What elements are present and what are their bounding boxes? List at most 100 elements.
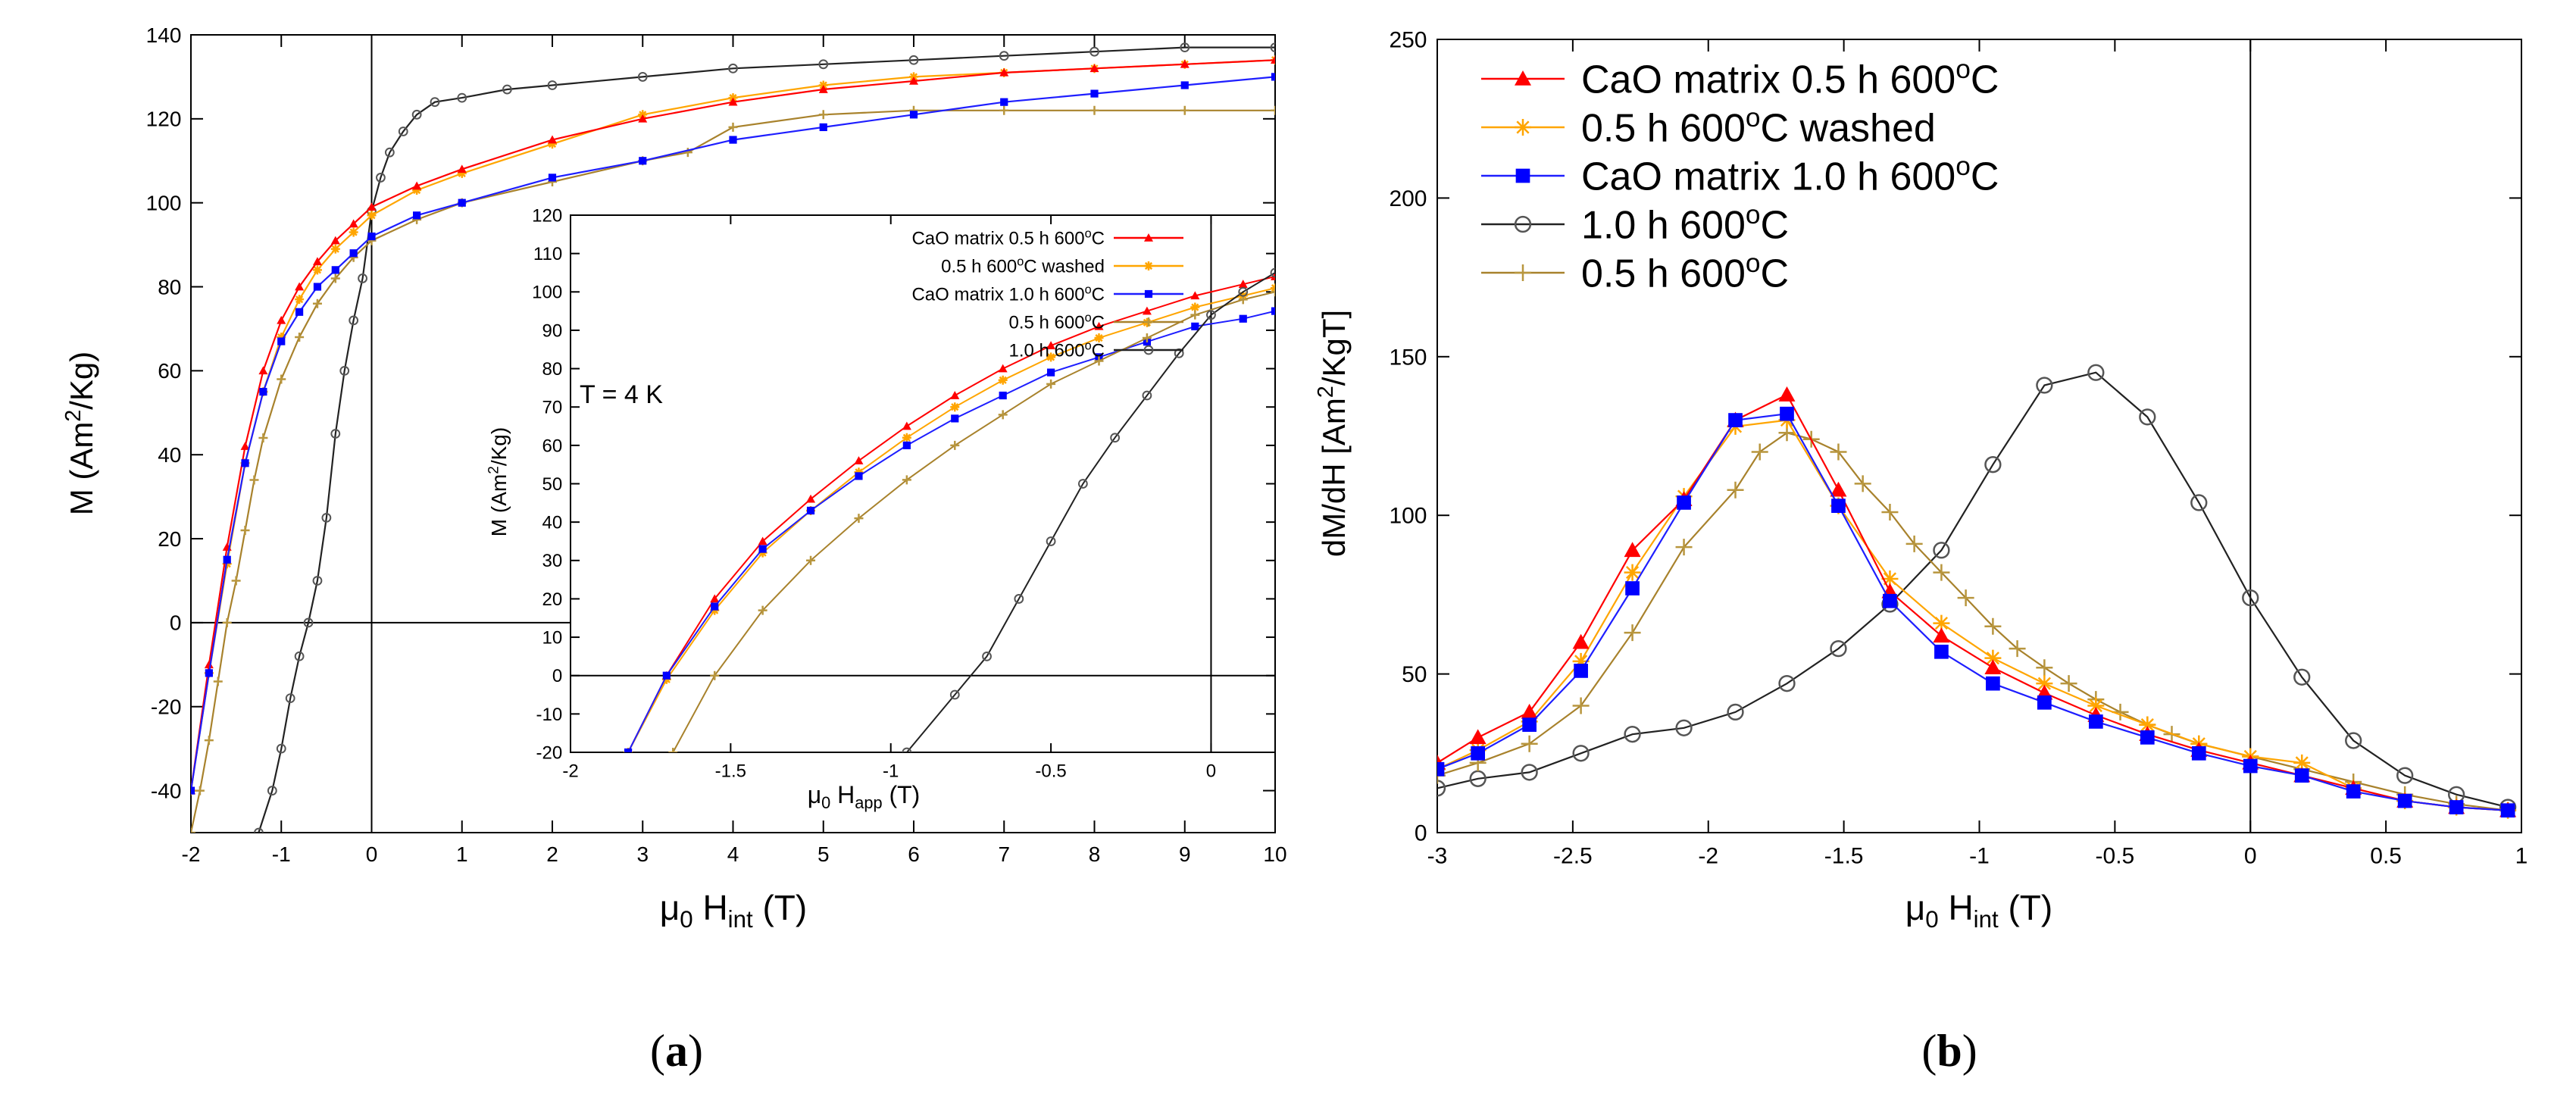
b-y-axis-label: dM/dH [Am2/KgT] xyxy=(1314,310,1352,557)
a-point-plain_05 xyxy=(818,110,828,120)
inset-y-tick-label: -20 xyxy=(536,742,563,763)
a-x-tick-label: 7 xyxy=(998,842,1010,866)
inset-point-cao_05 xyxy=(1238,280,1248,288)
a-point-cao_10 xyxy=(458,198,466,207)
b-series-line-washed_05 xyxy=(1437,419,2509,811)
b-point-cao_10 xyxy=(1625,581,1640,595)
a-point-plain_05 xyxy=(204,736,214,745)
a-point-washed_05 xyxy=(295,295,305,305)
a-point-washed_05 xyxy=(457,168,467,178)
a-series-line-cao_10 xyxy=(191,76,1275,791)
b-point-cao_10 xyxy=(2243,758,2258,774)
b-point-plain_05 xyxy=(1957,589,1974,607)
a-point-plain_10 xyxy=(728,63,738,73)
a-point-plain_10 xyxy=(339,365,350,376)
inset-point-plain_05 xyxy=(854,514,864,524)
b-point-cao_05 xyxy=(1984,659,2002,675)
inset-legend-label-plain_10: 1.0 h 600oC xyxy=(1008,339,1105,361)
a-y-tick-label: -20 xyxy=(151,695,181,719)
a-point-washed_05 xyxy=(349,227,358,237)
a-point-cao_10 xyxy=(367,232,376,241)
b-point-plain_10 xyxy=(1830,639,1847,658)
caption-b: (b) xyxy=(1921,1026,1977,1076)
a-point-plain_05 xyxy=(195,786,205,795)
inset-x-tick-label: -2 xyxy=(562,761,578,781)
a-point-cao_10 xyxy=(1000,98,1008,106)
inset-point-plain_05 xyxy=(1046,379,1056,389)
b-point-plain_05 xyxy=(1751,443,1768,461)
b-point-plain_05 xyxy=(1933,564,1950,581)
a-x-tick-label: 1 xyxy=(456,842,468,866)
a-point-plain_10 xyxy=(1270,42,1275,53)
inset-point-washed_05 xyxy=(1046,352,1056,362)
a-series-line-cao_05 xyxy=(191,59,1275,791)
a-point-cao_10 xyxy=(1090,89,1099,98)
a-y-tick-label: 20 xyxy=(158,527,181,551)
a-y-tick-label: -40 xyxy=(151,779,181,802)
inset-point-cao_10 xyxy=(902,441,911,449)
a-point-washed_05 xyxy=(548,139,557,149)
a-point-plain_05 xyxy=(277,374,286,384)
inset-point-plain_05 xyxy=(902,475,911,485)
b-point-plain_05 xyxy=(1521,735,1538,752)
a-point-plain_10 xyxy=(637,72,648,82)
a-point-cao_05 xyxy=(295,282,305,291)
inset-point-cao_05 xyxy=(1142,306,1152,315)
inset-y-tick-label: 10 xyxy=(542,627,562,648)
a-point-plain_10 xyxy=(1089,46,1099,57)
a-point-washed_05 xyxy=(277,333,286,342)
panel-a-main-chart: -2 -1 0 1 2 3 4 5 6 7 8 9 10-40-20020406080100120140… xyxy=(61,23,1287,933)
b-point-plain_05 xyxy=(2060,675,2077,692)
a-y-tick-label: 100 xyxy=(146,191,182,214)
a-point-cao_05 xyxy=(258,366,268,375)
b-point-washed_05 xyxy=(2087,697,2105,714)
inset-point-cao_10 xyxy=(758,545,767,553)
b-point-washed_05 xyxy=(1624,564,1641,581)
b-point-plain_10 xyxy=(1624,726,1641,743)
b-point-cao_10 xyxy=(1574,664,1588,678)
inset-y-tick-label: 100 xyxy=(532,283,562,303)
a-point-plain_05 xyxy=(258,433,268,443)
a-point-cao_10 xyxy=(349,249,358,258)
b-point-plain_05 xyxy=(2009,640,2026,658)
a-point-cao_05 xyxy=(412,181,422,190)
a-point-plain_05 xyxy=(312,299,322,308)
b-point-plain_05 xyxy=(1727,481,1744,499)
b-point-plain_05 xyxy=(1984,617,2002,635)
b-x-tick-label: -1.5 xyxy=(1824,844,1864,869)
a-point-plain_05 xyxy=(999,105,1009,115)
a-point-plain_05 xyxy=(1271,105,1275,115)
a-point-cao_10 xyxy=(223,555,231,564)
a-point-cao_10 xyxy=(295,308,304,316)
b-point-cao_10 xyxy=(2346,784,2361,799)
b-series-line-plain_05 xyxy=(1437,432,2509,811)
inset-point-cao_05 xyxy=(758,536,767,545)
a-point-plain_10 xyxy=(312,576,323,586)
inset-point-washed_05 xyxy=(1094,333,1104,343)
inset-point-cao_10 xyxy=(1191,322,1199,330)
a-y-tick-label: 140 xyxy=(146,23,182,47)
a-point-cao_10 xyxy=(277,337,286,345)
inset-point-plain_10 xyxy=(1142,390,1152,401)
inset-point-cao_05 xyxy=(806,494,816,503)
a-point-cao_05 xyxy=(818,85,828,93)
inset-series-group xyxy=(624,267,1275,752)
b-series-line-plain_10 xyxy=(1437,371,2509,808)
b-point-plain_05 xyxy=(1854,475,1871,492)
a-point-plain_10 xyxy=(285,693,295,704)
a-point-plain_05 xyxy=(728,122,738,132)
inset-legend-label-washed_05: 0.5 h 600oC washed xyxy=(941,255,1105,277)
b-point-plain_10 xyxy=(2242,589,2259,607)
b-point-cao_10 xyxy=(1437,761,1445,777)
inset-legend-marker-washed_05 xyxy=(1144,261,1153,270)
b-x-tick-label: -2 xyxy=(1698,844,1718,869)
b-point-plain_10 xyxy=(2345,732,2362,749)
b-point-plain_10 xyxy=(2190,494,2208,511)
b-x-tick-label: -0.5 xyxy=(2096,844,2135,869)
b-point-cao_10 xyxy=(2088,714,2103,729)
inset-point-cao_10 xyxy=(711,602,719,611)
a-point-plain_10 xyxy=(349,315,359,326)
a-point-plain_10 xyxy=(411,109,422,120)
inset-point-cao_10 xyxy=(999,391,1007,400)
inset-point-washed_05 xyxy=(950,402,960,412)
